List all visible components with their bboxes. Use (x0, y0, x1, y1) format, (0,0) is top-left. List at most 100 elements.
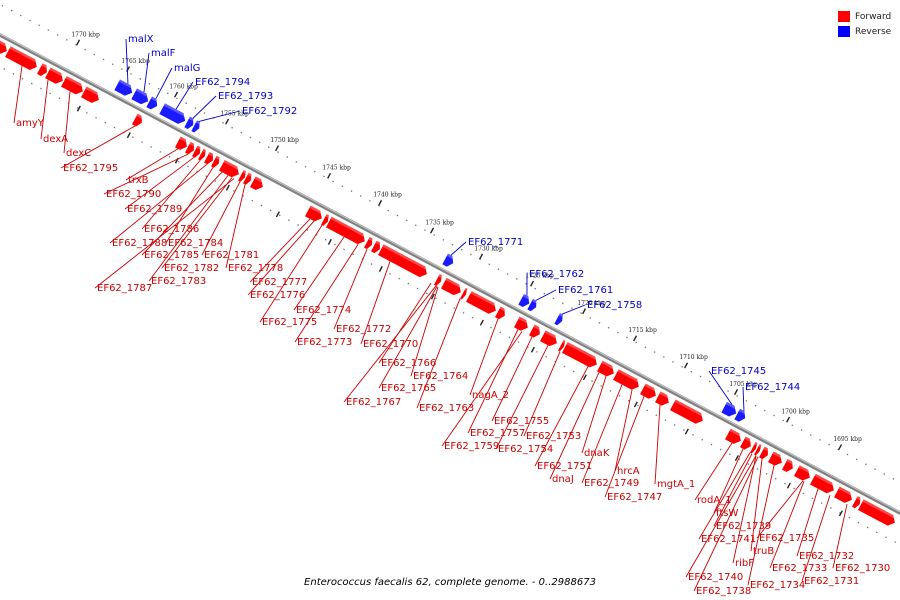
genome-caption: Enterococcus faecalis 62, complete genom… (304, 577, 596, 588)
gene-arrow-forward (495, 306, 506, 320)
tick-mark-minor (530, 346, 535, 353)
gene-label: EF62_1795 (63, 163, 118, 174)
tick-label: 1705 kbp (729, 381, 758, 388)
gene-label: dnaK (584, 448, 610, 459)
leader-line (698, 452, 751, 540)
gene-label: EF62_1778 (228, 263, 283, 274)
leader-line (40, 79, 49, 140)
tick-mark (838, 444, 843, 451)
gene-label: EF62_1788 (112, 238, 167, 249)
leader-line (198, 110, 241, 122)
tick-mark-minor (327, 238, 332, 245)
gene-label: EF62_1749 (584, 478, 639, 489)
gene-label: EF62_1784 (168, 238, 223, 249)
tick-mark-minor (582, 374, 587, 381)
legend-label-reverse: Reverse (855, 26, 892, 37)
leader-line (60, 125, 136, 169)
legend: Forward Reverse (838, 9, 891, 39)
gene-label: EF62_1732 (799, 551, 854, 562)
gene-label: dnaJ (552, 474, 574, 485)
gene-label: dexA (43, 134, 68, 145)
gene-label: EF62_1776 (250, 290, 305, 301)
leader-line (581, 375, 607, 454)
leader-line (801, 494, 831, 582)
leader-line (94, 178, 235, 289)
gene-arrow-forward (37, 63, 48, 76)
tick-label: 1695 kbp (833, 436, 862, 443)
gene-label: EF62_1787 (97, 283, 152, 294)
leader-line (143, 52, 150, 93)
gene-label: EF62_1775 (262, 317, 317, 328)
leader-line (614, 389, 633, 472)
leader-line (750, 458, 763, 552)
legend-item-forward: Forward (838, 9, 891, 24)
gene-arrow-forward (198, 148, 206, 161)
gene-arrow-reverse (159, 103, 186, 124)
gene-label: EF62_1772 (336, 324, 391, 335)
gene-label: EF62_1765 (381, 383, 436, 394)
gene-arrow-forward (192, 145, 201, 158)
leader-line (125, 148, 179, 181)
leader-line (694, 442, 733, 501)
gene-label: malX (128, 34, 154, 45)
gene-arrow-forward (305, 205, 322, 222)
tick-mark (530, 280, 535, 287)
tick-label: 1725 kbp (525, 272, 554, 279)
leader-line (581, 384, 623, 484)
gene-label: EF62_1741 (701, 534, 756, 545)
gene-label: EF62_1755 (494, 416, 549, 427)
tick-label: 1740 kbp (373, 192, 402, 199)
gene-arrow-reverse (527, 298, 537, 312)
tick-mark-minor (684, 428, 689, 435)
gene-arrow-forward (514, 316, 528, 331)
gene-arrow-forward (175, 136, 187, 150)
tick-mark (430, 227, 435, 234)
tick-mark (174, 91, 179, 98)
leader-line (732, 455, 757, 564)
leader-line (161, 177, 233, 269)
gene-arrow-forward (466, 291, 496, 314)
legend-swatch-forward (838, 11, 850, 22)
gene-arrow-forward (613, 369, 639, 390)
leader-line (832, 504, 848, 569)
tick-mark (378, 199, 383, 206)
gene-label: EF62_1735 (759, 533, 814, 544)
tick-label: 1700 kbp (781, 408, 810, 415)
leader-line (416, 298, 461, 409)
leader-line (756, 480, 804, 539)
tick-mark (327, 172, 332, 179)
gene-label: EF62_1777 (252, 277, 307, 288)
gene-arrow-forward (750, 441, 758, 454)
gene-arrow-forward (81, 86, 99, 103)
leader-line (343, 285, 437, 403)
gene-arrow-forward (5, 46, 37, 70)
leader-line (769, 481, 805, 569)
gene-arrow-reverse (734, 408, 746, 422)
gene-arrow-reverse (146, 96, 158, 110)
gene-arrow-forward (132, 113, 143, 127)
legend-swatch-reverse (838, 26, 850, 37)
gene-label: EF62_1789 (127, 204, 182, 215)
leader-line (148, 175, 229, 282)
gene-arrow-forward (529, 324, 541, 338)
gene-label: mgtA_1 (657, 479, 695, 490)
gene-arrow-forward (740, 436, 752, 450)
gene-label: EF62_1739 (716, 521, 771, 532)
gene-label: EF62_1764 (413, 371, 468, 382)
leader-line (225, 184, 246, 269)
tick-label: 1760 kbp (169, 83, 198, 90)
tick-label: 1710 kbp (679, 354, 708, 361)
gene-arrow-forward (725, 428, 741, 444)
tick-mark (633, 335, 638, 342)
leader-line (604, 396, 645, 498)
gene-label: EF62_1781 (204, 250, 259, 261)
gene-arrow-forward (378, 244, 427, 278)
gene-label: EF62_1759 (444, 441, 499, 452)
gene-arrow-forward (782, 458, 794, 472)
leader-line (708, 370, 733, 405)
gene-label: EF62_1747 (607, 492, 662, 503)
gene-arrow-forward (768, 451, 782, 466)
tick-label: 1765 kbp (121, 58, 150, 65)
tick-label: 1735 kbp (425, 219, 454, 226)
gene-arrow-forward (441, 277, 461, 296)
